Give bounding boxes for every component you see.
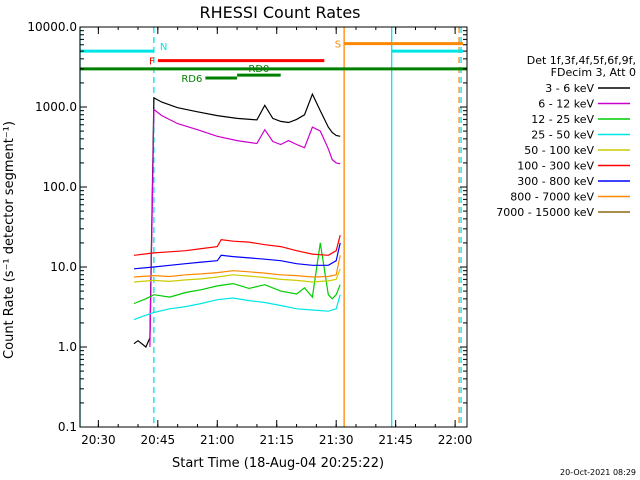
flag-bars: N S F RD0 RD6 (80, 40, 467, 85)
flag-label: N (160, 42, 167, 53)
y-axis-label: Count Rate (s⁻¹ detector segment⁻¹) (2, 121, 17, 359)
legend-label: 3 - 6 keV (545, 82, 594, 95)
series-line (149, 108, 341, 348)
y-tick-label: 10.0 (50, 260, 77, 274)
y-tick-label: 0.1 (58, 420, 77, 434)
legend-label: 800 - 7000 keV (510, 191, 594, 204)
flag-label: F (149, 57, 155, 68)
flag-label: RD0 (248, 64, 269, 75)
legend-label: 12 - 25 keV (531, 113, 594, 126)
y-tick-label: 100.0 (43, 180, 77, 194)
x-tick-label: 20:30 (81, 433, 116, 447)
series-line (133, 242, 341, 305)
series-line (133, 268, 341, 283)
y-tick-label: 1.0 (58, 340, 77, 354)
x-tick-label: 20:45 (141, 433, 176, 447)
legend-label: 50 - 100 keV (524, 144, 594, 157)
series-line (133, 294, 341, 321)
legend-label: 6 - 12 keV (538, 98, 594, 111)
legend: Det 1f,3f,4f,5f,6f,9f,FDecim 3, Att 0 3 -… (496, 54, 636, 219)
plot-area: N S F RD0 RD6 0.1 1.0 10.0 100.0 1000.0 10000.0 2… (27, 20, 472, 447)
series-line (133, 235, 341, 256)
flag-label: RD6 (181, 74, 202, 85)
chart-title: RHESSI Count Rates (200, 3, 361, 22)
legend-label: 300 - 800 keV (517, 175, 594, 188)
vertical-markers (79, 27, 462, 427)
x-axis-label: Start Time (18-Aug-04 20:25:22) (172, 456, 384, 471)
x-tick-label: 21:00 (200, 433, 235, 447)
data-series (133, 92, 341, 348)
plot-frame (79, 26, 468, 428)
legend-label: 100 - 300 keV (517, 160, 594, 173)
legend-label: 7000 - 15000 keV (496, 206, 594, 219)
footer-date: 20-Oct-2021 08:29 (560, 468, 636, 477)
y-tick-label: 1000.0 (35, 100, 77, 114)
x-axis: 20:30 20:45 21:00 21:15 21:30 21:45 22:00 (81, 27, 472, 447)
series-line (133, 255, 341, 278)
legend-label: 25 - 50 keV (531, 129, 594, 142)
y-tick-label: 10000.0 (27, 20, 77, 34)
x-tick-label: 21:30 (319, 433, 354, 447)
legend-header: Det 1f,3f,4f,5f,6f,9f, (527, 54, 636, 67)
x-tick-label: 21:45 (378, 433, 413, 447)
flag-label: S (335, 40, 341, 51)
x-tick-label: 22:00 (438, 433, 473, 447)
x-tick-label: 21:15 (259, 433, 294, 447)
series-line (133, 92, 341, 348)
series-line (133, 242, 341, 270)
y-axis: 0.1 1.0 10.0 100.0 1000.0 10000.0 (27, 20, 467, 434)
legend-header: FDecim 3, Att 0 (551, 66, 636, 79)
